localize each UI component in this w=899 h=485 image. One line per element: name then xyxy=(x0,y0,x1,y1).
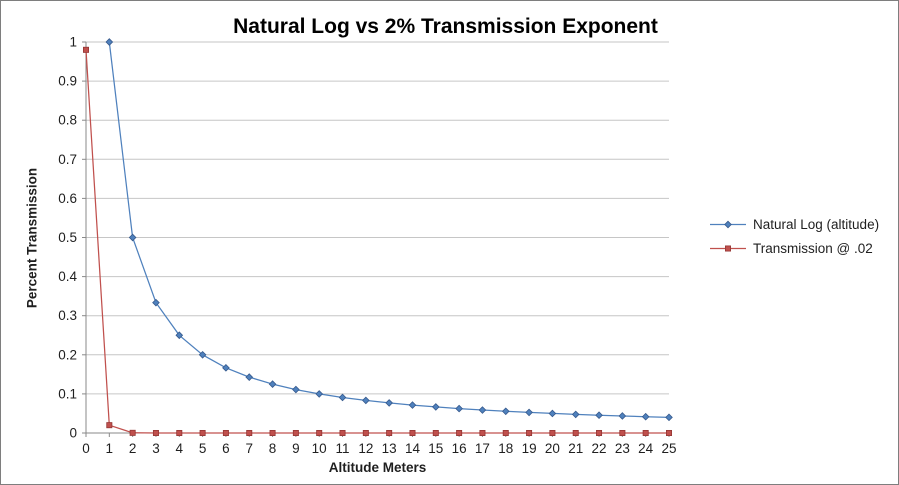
legend-label-transmission: Transmission @ .02 xyxy=(753,241,873,256)
series-natural-log xyxy=(105,38,673,422)
svg-text:0.8: 0.8 xyxy=(58,113,77,128)
legend-line-marker-icon xyxy=(710,220,746,229)
svg-text:4: 4 xyxy=(176,441,184,456)
series-transmission xyxy=(83,46,673,436)
legend-item-transmission: Transmission @ .02 xyxy=(709,241,879,256)
svg-text:0.9: 0.9 xyxy=(58,74,77,89)
x-axis-title: Altitude Meters xyxy=(328,460,427,475)
svg-text:2: 2 xyxy=(129,441,137,456)
svg-text:7: 7 xyxy=(245,441,253,456)
svg-text:17: 17 xyxy=(475,441,490,456)
svg-text:0.3: 0.3 xyxy=(58,308,77,323)
svg-text:6: 6 xyxy=(222,441,230,456)
svg-text:0.6: 0.6 xyxy=(58,191,77,206)
svg-text:0.7: 0.7 xyxy=(58,152,77,167)
svg-text:16: 16 xyxy=(452,441,467,456)
svg-text:18: 18 xyxy=(498,441,513,456)
svg-text:25: 25 xyxy=(661,441,676,456)
svg-text:22: 22 xyxy=(592,441,607,456)
svg-text:24: 24 xyxy=(638,441,654,456)
svg-text:12: 12 xyxy=(358,441,373,456)
svg-text:20: 20 xyxy=(545,441,560,456)
svg-text:9: 9 xyxy=(292,441,300,456)
svg-text:3: 3 xyxy=(152,441,160,456)
svg-text:0: 0 xyxy=(82,441,90,456)
svg-text:23: 23 xyxy=(615,441,630,456)
svg-text:0.5: 0.5 xyxy=(58,230,77,245)
svg-text:0: 0 xyxy=(69,426,77,441)
svg-text:8: 8 xyxy=(269,441,277,456)
svg-text:13: 13 xyxy=(382,441,397,456)
svg-text:21: 21 xyxy=(568,441,583,456)
svg-text:10: 10 xyxy=(312,441,327,456)
gridlines xyxy=(86,41,669,395)
svg-text:1: 1 xyxy=(106,441,114,456)
svg-text:1: 1 xyxy=(69,35,77,50)
svg-text:0.2: 0.2 xyxy=(58,347,77,362)
y-axis-title: Percent Transmission xyxy=(24,167,40,309)
svg-text:14: 14 xyxy=(405,441,421,456)
svg-text:11: 11 xyxy=(336,441,350,456)
tick-labels: 00.10.20.30.40.50.60.70.80.910 1 2 3 4 5 6 7 8 9 1… xyxy=(58,35,676,457)
legend-item-natural-log: Natural Log (altitude) xyxy=(709,217,879,232)
svg-text:15: 15 xyxy=(428,441,443,456)
axes xyxy=(82,41,670,437)
svg-text:0.4: 0.4 xyxy=(58,269,77,284)
svg-text:0.1: 0.1 xyxy=(58,386,77,401)
legend-label-natural-log: Natural Log (altitude) xyxy=(753,217,880,232)
svg-text:5: 5 xyxy=(199,441,207,456)
svg-text:19: 19 xyxy=(522,441,537,456)
legend: Natural Log (altitude) Transmission @ .0… xyxy=(709,217,879,256)
chart-title: Natural Log vs 2% Transmission Exponent xyxy=(233,15,658,38)
legend-line-marker-icon xyxy=(710,245,746,252)
